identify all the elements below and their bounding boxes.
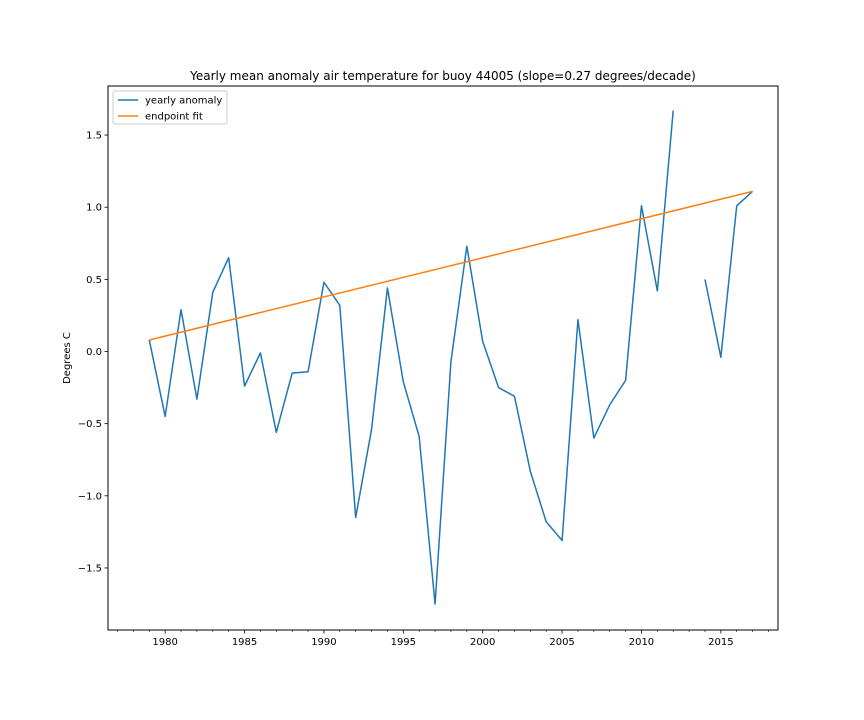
series-line-endpoint-fit (149, 190, 753, 341)
y-tick-label: 1.5 (86, 131, 102, 142)
y-axis-label: Degrees C (62, 332, 73, 384)
y-tick-label: 0.5 (86, 275, 102, 286)
x-tick-label: 1995 (391, 637, 416, 648)
plot-frame (107, 85, 779, 631)
x-axis: 1980 1985 1990 1995 2000 2005 2010 2015 (117, 630, 769, 648)
series-line-yearly-anomaly-segment-1 (148, 110, 674, 605)
plot-area: 1980 1985 1990 1995 2000 2005 2010 2015 −1.5−1.… (78, 85, 779, 648)
x-tick-label: 2000 (470, 637, 495, 648)
x-tick-label: 1985 (232, 637, 257, 648)
x-tick-label: 2015 (708, 637, 733, 648)
y-tick-label: −0.5 (78, 419, 102, 430)
y-tick-label: −1.5 (78, 563, 102, 574)
series-layer (148, 110, 754, 605)
y-axis: −1.5 −1.0 −0.5 0.0 0.5 1.0 1.5 (78, 131, 108, 574)
series-line-yearly-anomaly-segment-2 (704, 190, 754, 359)
x-tick-label: 2010 (629, 637, 654, 648)
y-tick-label: −1.0 (78, 491, 102, 502)
legend-box (112, 90, 228, 125)
legend: yearly anomaly endpoint fit (112, 90, 228, 125)
y-tick-label: 0.0 (86, 347, 102, 358)
chart-title: Yearly mean anomaly air temperature for … (189, 69, 696, 83)
x-tick-label: 1980 (152, 637, 177, 648)
legend-label-endpoint-fit: endpoint fit (145, 112, 203, 123)
y-tick-label: 1.0 (86, 203, 102, 214)
x-tick-label: 2005 (549, 637, 574, 648)
x-tick-label: 1990 (311, 637, 336, 648)
legend-label-yearly-anomaly: yearly anomaly (145, 96, 222, 107)
